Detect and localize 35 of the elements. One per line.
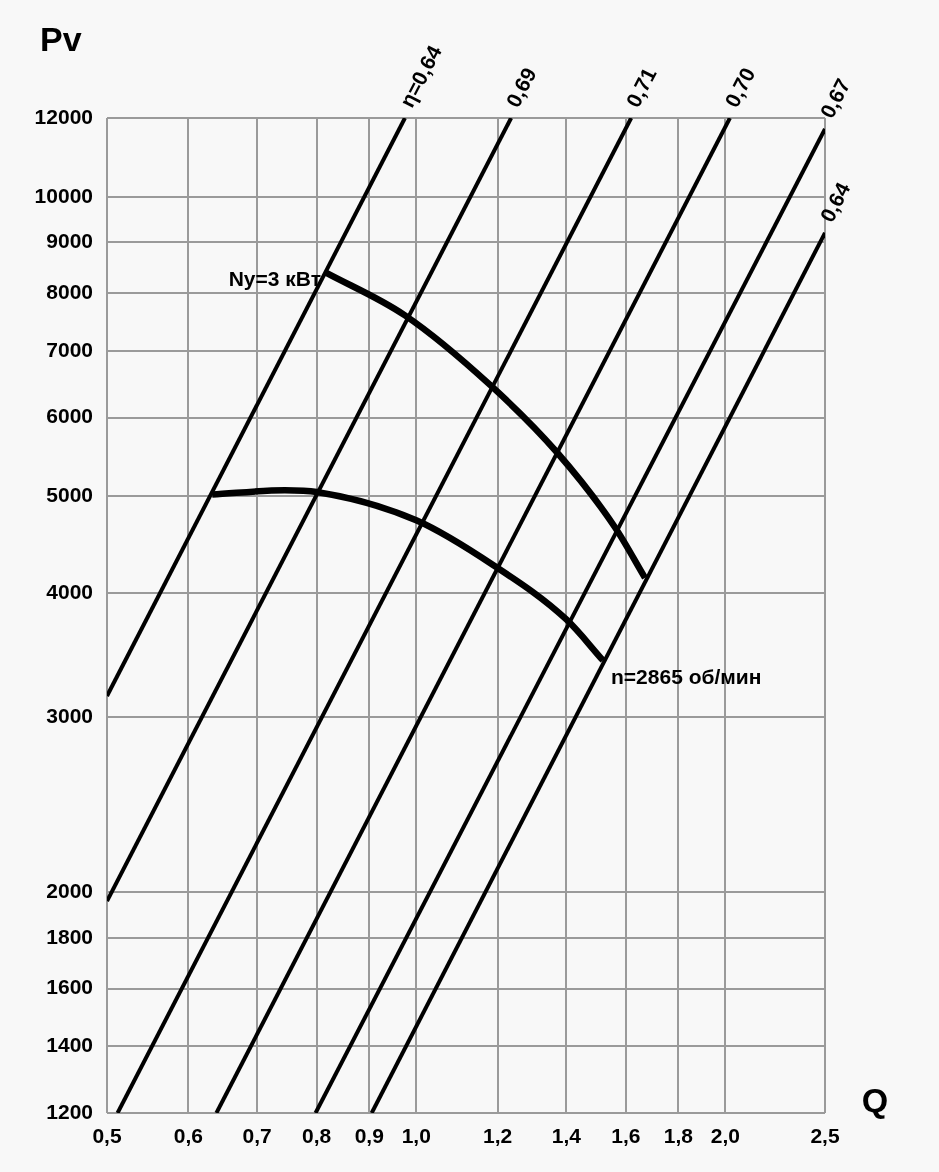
text: 0,67 <box>815 74 855 122</box>
x-tick-label: 1,6 <box>611 1124 641 1148</box>
y-axis-title: Pv <box>40 20 82 59</box>
x-tick-label: 0,6 <box>173 1124 203 1148</box>
y-tick-label: 8000 <box>46 280 93 304</box>
x-tick-label: 1,0 <box>401 1124 431 1148</box>
y-tick-label: 4000 <box>46 579 93 603</box>
text: 0,69 <box>501 63 541 111</box>
y-tick-label: 12000 <box>34 104 93 128</box>
series-label: Ny=3 кВт <box>228 266 321 290</box>
y-tick-label: 6000 <box>46 404 93 428</box>
text: 0,70 <box>720 63 760 111</box>
x-tick-label: 0,8 <box>302 1124 332 1148</box>
x-axis-title: Q <box>861 1081 889 1120</box>
text: 0,71 <box>621 63 661 111</box>
y-tick-label: 2000 <box>46 879 93 903</box>
x-tick-label: 0,7 <box>242 1124 272 1148</box>
x-tick-label: 2,0 <box>710 1124 741 1148</box>
x-tick-label: 1,8 <box>663 1124 694 1148</box>
series-label: n=2865 об/мин <box>611 665 762 689</box>
y-tick-label: 7000 <box>46 337 93 361</box>
y-tick-label: 9000 <box>46 229 93 253</box>
x-tick-label: 0,9 <box>354 1124 384 1148</box>
text: 0,64 <box>815 178 855 226</box>
y-tick-label: 1200 <box>46 1099 93 1123</box>
x-tick-label: 0,5 <box>92 1124 122 1148</box>
y-tick-label: 10000 <box>34 183 93 207</box>
y-tick-label: 1400 <box>46 1033 93 1057</box>
y-tick-label: 1800 <box>46 924 93 948</box>
x-tick-label: 1,4 <box>551 1124 582 1148</box>
x-tick-label: 2,5 <box>810 1124 840 1148</box>
x-tick-label: 1,2 <box>482 1124 513 1148</box>
y-tick-label: 5000 <box>46 483 93 507</box>
y-tick-label: 1600 <box>46 975 93 999</box>
y-tick-label: 3000 <box>46 703 93 727</box>
